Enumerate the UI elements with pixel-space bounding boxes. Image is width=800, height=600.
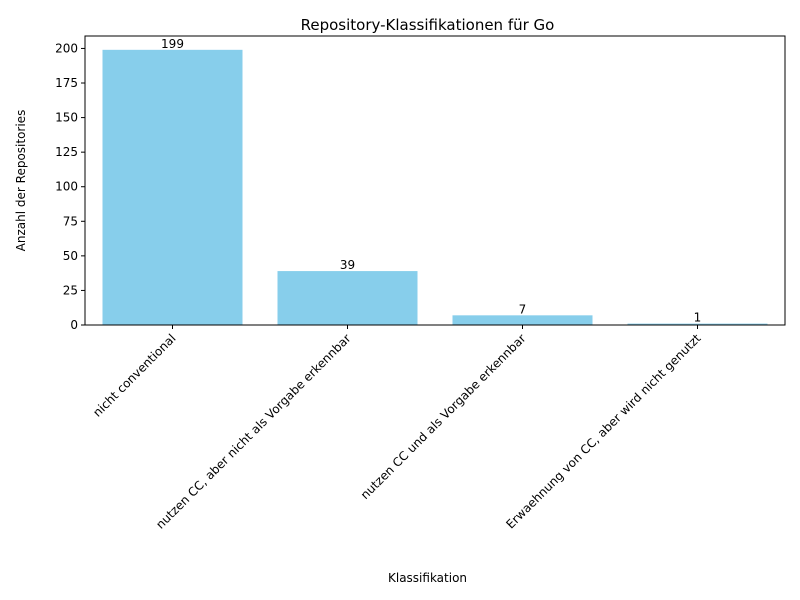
y-tick-label-50: 50 [63, 249, 78, 263]
plot-frame [84, 35, 786, 326]
bar-4 [627, 323, 768, 325]
y-tick-label-200: 200 [55, 41, 78, 55]
data-label-2: 39 [340, 258, 355, 272]
data-labels-group: 199 39 7 1 [161, 37, 701, 325]
y-tick-label-150: 150 [55, 111, 78, 125]
y-tick-label-25: 25 [63, 283, 78, 297]
y-tick-label-100: 100 [55, 180, 78, 194]
data-label-3: 7 [519, 302, 527, 316]
bar-3 [452, 315, 593, 325]
bar-1 [102, 49, 243, 325]
x-tick-label-3: nutzen CC und als Vorgabe erkennbar [358, 331, 529, 502]
data-label-1: 199 [161, 37, 184, 51]
bars-group [102, 49, 768, 325]
chart-title: Repository-Klassifikationen für Go [301, 16, 555, 34]
y-tick-label-0: 0 [70, 318, 78, 332]
bar-2 [277, 271, 418, 325]
x-tick-label-2: nutzen CC, aber nicht als Vorgabe erkenn… [153, 331, 353, 531]
data-label-4: 1 [694, 311, 702, 325]
x-tick-label-1: nicht conventional [90, 331, 178, 419]
y-axis-ticks: 0 25 50 75 100 125 150 175 200 [55, 41, 85, 332]
y-tick-label-75: 75 [63, 214, 78, 228]
x-tick-label-4: Erwaehnung von CC, aber wird nicht genut… [503, 331, 703, 531]
x-axis-label: Klassifikation [388, 571, 467, 585]
y-tick-label-125: 125 [55, 145, 78, 159]
y-tick-label-175: 175 [55, 76, 78, 90]
y-axis-label: Anzahl der Repositories [14, 110, 28, 252]
